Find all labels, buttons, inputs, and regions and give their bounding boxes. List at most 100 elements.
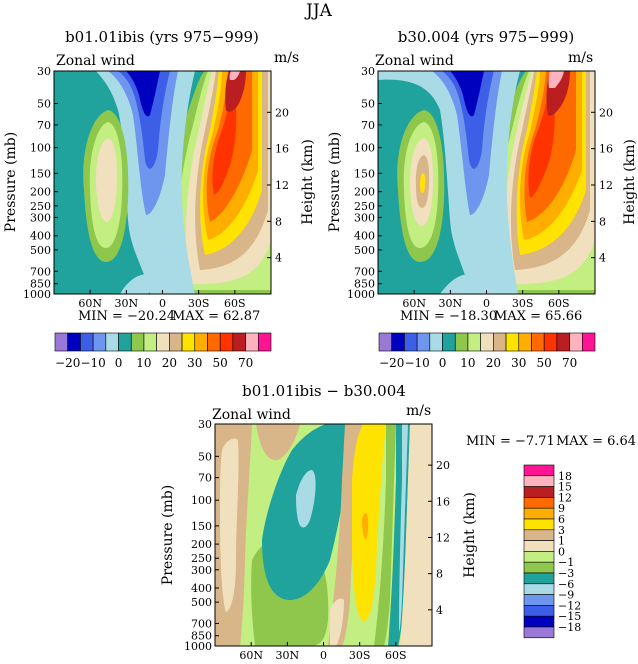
y-tick-label: 850 xyxy=(354,278,375,291)
x-tick-label: 60N xyxy=(402,297,426,310)
colorbar-label: −15 xyxy=(558,610,581,623)
height-tick-label: 8 xyxy=(599,215,606,228)
contour-diff-pos1b xyxy=(220,438,239,612)
variable-label: Zonal wind xyxy=(212,407,291,423)
y-tick-label: 50 xyxy=(37,97,51,110)
variable-label: Zonal wind xyxy=(56,53,135,69)
colorbar-label: 50 xyxy=(213,356,228,370)
y-tick-label: 200 xyxy=(30,186,51,199)
colorbar-box xyxy=(569,332,583,352)
colorbar-box xyxy=(92,332,107,352)
x-tick-label: 30S xyxy=(188,297,210,310)
x-tick-label: 30N xyxy=(276,649,300,662)
colorbar-box xyxy=(523,615,555,628)
x-tick-label: 30S xyxy=(349,649,371,662)
colorbar-left: −20 −10 0 10 20 30 50 70 xyxy=(54,332,272,370)
colorbar-label: 3 xyxy=(558,524,565,537)
y-tick-label: 500 xyxy=(354,244,375,257)
colorbar-box xyxy=(391,332,405,352)
colorbar-box xyxy=(194,332,208,352)
colorbar-box xyxy=(523,551,555,563)
colorbar-box xyxy=(232,332,246,352)
panel-title: b01.01ibis − b30.004 xyxy=(242,382,406,400)
y-tick-label: 200 xyxy=(191,538,212,551)
colorbar-box xyxy=(505,332,520,352)
units-label: m/s xyxy=(568,50,593,66)
contour-diff-yellow xyxy=(352,424,386,622)
y-tick-label: 850 xyxy=(191,630,212,643)
colorbar-label: −10 xyxy=(404,356,429,370)
contour-field xyxy=(215,424,432,646)
colorbar-box xyxy=(429,332,443,352)
colorbar-box xyxy=(245,332,259,352)
contour-field xyxy=(54,71,271,294)
x-ticks: 60N 30N 0 30S 60S xyxy=(239,642,407,662)
contour-diff-green-band xyxy=(374,424,396,646)
colorbar-label: 0 xyxy=(439,356,447,370)
max-label: MAX = 62.87 xyxy=(172,309,260,324)
y-tick-label: 500 xyxy=(191,596,212,609)
colorbar-box xyxy=(523,540,555,552)
x-tick-label: 60S xyxy=(548,297,570,310)
y-tick-label: 70 xyxy=(198,472,212,485)
contour-low-0a xyxy=(120,274,151,294)
colorbar-label: 30 xyxy=(187,356,202,370)
colorbar-box xyxy=(523,497,555,509)
height-tick-label: 12 xyxy=(599,179,613,192)
colorbar-label: 6 xyxy=(558,513,565,526)
colorbar-box xyxy=(523,561,555,574)
colorbar-label: −3 xyxy=(558,567,574,580)
colorbar-box xyxy=(454,332,469,352)
x-ticks: 60N 30N 0 30S 60S xyxy=(402,290,570,310)
contour-low-0b xyxy=(150,228,175,250)
contour-sh-65 xyxy=(229,71,240,80)
colorbar-box xyxy=(523,507,555,520)
colorbar-box xyxy=(130,332,145,352)
y-tick-label: 700 xyxy=(30,265,51,278)
panel-right: b30.004 (yrs 975−999) Zonal wind m/s xyxy=(327,28,638,324)
height-tick-label: 16 xyxy=(436,495,450,508)
y-tick-label: 150 xyxy=(191,520,212,533)
colorbar-box xyxy=(493,332,507,352)
colorbar-label: 0 xyxy=(115,356,123,370)
colorbar-label: 9 xyxy=(558,502,565,515)
colorbar-label: 30 xyxy=(511,356,526,370)
height-tick-label: 16 xyxy=(275,143,289,156)
colorbar-label: 70 xyxy=(562,356,577,370)
colorbar-box xyxy=(523,583,555,595)
colorbar-label: 12 xyxy=(558,491,572,504)
y-tick-label: 300 xyxy=(30,211,51,224)
y-tick-label: 30 xyxy=(37,65,51,78)
colorbar-box xyxy=(523,475,555,487)
colorbar-box xyxy=(143,332,157,352)
y-axis-label: Pressure (mb) xyxy=(3,132,19,232)
colorbar-label: 50 xyxy=(537,356,552,370)
height-ticks: 20 16 12 8 4 xyxy=(267,106,289,265)
colorbar-box xyxy=(523,529,555,541)
page-title: JJA xyxy=(304,1,333,21)
contour-sh-40 xyxy=(212,86,237,195)
colorbar-box xyxy=(118,332,132,352)
y-tick-label: 1000 xyxy=(184,640,212,653)
y-tick-label: 700 xyxy=(354,265,375,278)
colorbar-box xyxy=(531,332,545,352)
x-tick-label: 60S xyxy=(224,297,246,310)
min-label: MIN = −7.71 xyxy=(466,434,555,449)
colorbar-box xyxy=(543,332,558,352)
max-label: MAX = 6.64 xyxy=(556,434,636,449)
contour-trop-m10 xyxy=(118,71,170,169)
height-tick-label: 16 xyxy=(599,143,613,156)
colorbar-label: 10 xyxy=(460,356,475,370)
height-tick-label: 4 xyxy=(599,252,606,265)
colorbar-box xyxy=(257,332,272,352)
colorbar-box xyxy=(523,486,555,498)
height-tick-label: 20 xyxy=(599,106,613,119)
contour-low-0a xyxy=(440,274,473,294)
colorbar-box xyxy=(404,332,418,352)
x-tick-label: 0 xyxy=(483,297,490,310)
y-tick-label: 200 xyxy=(354,186,375,199)
x-tick-label: 60S xyxy=(385,649,407,662)
height-ticks: 20 16 12 8 4 xyxy=(591,106,613,265)
